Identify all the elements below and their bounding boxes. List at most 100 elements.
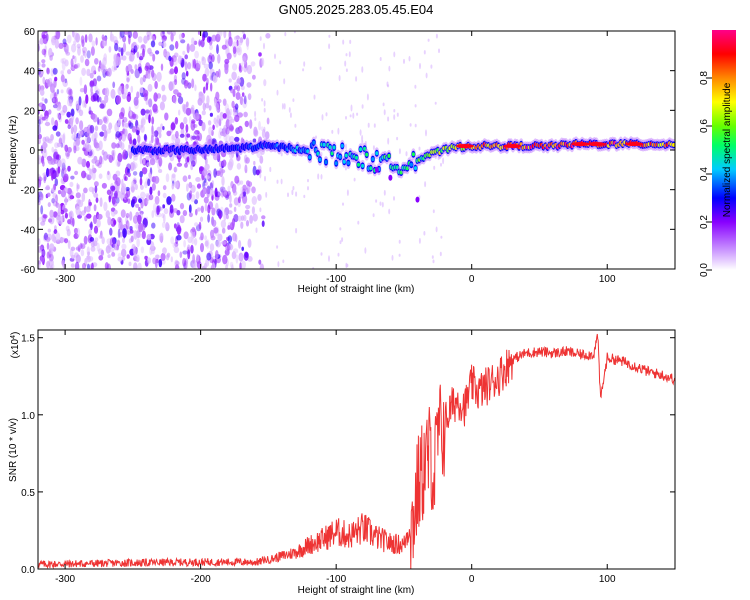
- noise-speckle: [58, 103, 62, 110]
- noise-speckle: [186, 133, 191, 138]
- noise-speckle: [212, 75, 218, 83]
- noise-speckle: [194, 62, 201, 72]
- noise-speckle: [144, 181, 148, 189]
- noise-speckle: [79, 242, 83, 249]
- noise-speckle: [131, 126, 136, 132]
- noise-speckle: [200, 232, 204, 241]
- noise-speckle: [117, 256, 123, 262]
- noise-speckle: [56, 31, 60, 40]
- noise-speckle: [168, 55, 172, 62]
- noise-speckle: [199, 166, 204, 172]
- noise-speckle: [118, 139, 123, 149]
- noise-speckle: [52, 192, 57, 199]
- noise-speckle: [73, 64, 79, 69]
- noise-speckle: [175, 261, 180, 266]
- noise-speckle: [73, 130, 77, 141]
- noise-speckle: [125, 220, 130, 230]
- noise-speckle: [209, 68, 215, 75]
- noise-speckle: [135, 203, 140, 208]
- noise-speckle: [227, 225, 231, 230]
- noise-speckle: [195, 208, 198, 216]
- noise-speckle: [201, 121, 206, 132]
- noise-speckle: [215, 102, 219, 112]
- noise-speckle: [38, 238, 41, 246]
- noise-speckle: [119, 112, 125, 120]
- noise-speckle: [234, 35, 240, 41]
- noise-speckle: [202, 73, 207, 82]
- noise-speckle: [269, 166, 272, 173]
- noise-speckle: [134, 68, 140, 79]
- noise-speckle: [186, 156, 190, 163]
- noise-speckle: [240, 215, 245, 221]
- noise-speckle: [88, 33, 93, 43]
- noise-speckle: [163, 208, 169, 215]
- noise-speckle: [263, 100, 266, 107]
- noise-speckle: [181, 104, 187, 110]
- noise-speckle: [165, 221, 169, 228]
- noise-speckle: [246, 41, 249, 51]
- noise-speckle: [200, 242, 204, 253]
- noise-speckle: [110, 88, 116, 99]
- noise-speckle: [85, 94, 89, 104]
- noise-speckle: [375, 199, 378, 203]
- noise-speckle: [228, 158, 234, 168]
- noise-speckle: [208, 61, 213, 70]
- noise-speckle: [439, 251, 442, 257]
- noise-speckle: [81, 67, 86, 76]
- noise-speckle: [236, 45, 242, 56]
- noise-speckle: [130, 69, 134, 74]
- noise-speckle: [239, 180, 244, 185]
- noise-speckle: [89, 168, 94, 176]
- noise-speckle: [361, 66, 364, 73]
- noise-speckle: [93, 155, 98, 161]
- noise-speckle: [245, 37, 250, 47]
- noise-speckle: [158, 258, 163, 268]
- noise-speckle: [232, 190, 238, 196]
- noise-speckle: [244, 120, 249, 128]
- noise-speckle: [152, 132, 156, 137]
- noise-speckle: [131, 180, 135, 187]
- x-tick-label: 100: [599, 274, 616, 285]
- noise-speckle: [117, 252, 122, 258]
- noise-speckle: [166, 130, 172, 137]
- noise-speckle: [78, 96, 82, 106]
- noise-speckle: [232, 183, 237, 194]
- noise-speckle: [283, 103, 286, 110]
- noise-speckle: [199, 216, 204, 222]
- band-core: [375, 151, 379, 156]
- noise-speckle: [339, 240, 342, 245]
- noise-speckle: [75, 137, 80, 147]
- noise-speckle: [261, 220, 265, 227]
- noise-speckle: [198, 40, 202, 46]
- noise-speckle: [202, 31, 209, 38]
- noise-speckle: [171, 134, 176, 143]
- noise-speckle: [47, 109, 52, 115]
- noise-speckle: [176, 162, 183, 167]
- noise-speckle: [67, 94, 74, 101]
- noise-speckle: [138, 233, 143, 238]
- colorbar-label: Normalized spectral amplitude: [722, 82, 733, 217]
- noise-speckle: [179, 56, 183, 61]
- noise-speckle: [107, 67, 112, 77]
- noise-speckle: [137, 36, 143, 43]
- y-tick-label: -60: [21, 265, 36, 276]
- noise-speckle: [221, 227, 226, 234]
- noise-speckle: [39, 89, 45, 96]
- noise-speckle: [175, 40, 179, 50]
- noise-speckle: [191, 237, 195, 245]
- noise-speckle: [414, 123, 417, 128]
- noise-speckle: [215, 240, 221, 248]
- noise-speckle: [161, 94, 167, 103]
- noise-speckle: [153, 92, 158, 102]
- noise-speckle: [320, 252, 323, 256]
- noise-speckle: [251, 206, 255, 215]
- noise-speckle: [179, 251, 183, 258]
- noise-speckle: [121, 55, 127, 61]
- noise-speckle: [241, 246, 244, 251]
- noise-speckle: [231, 251, 237, 260]
- noise-speckle: [132, 246, 138, 256]
- noise-speckle: [172, 242, 177, 249]
- noise-speckle: [143, 93, 148, 102]
- noise-speckle: [111, 196, 116, 205]
- noise-speckle: [122, 228, 127, 238]
